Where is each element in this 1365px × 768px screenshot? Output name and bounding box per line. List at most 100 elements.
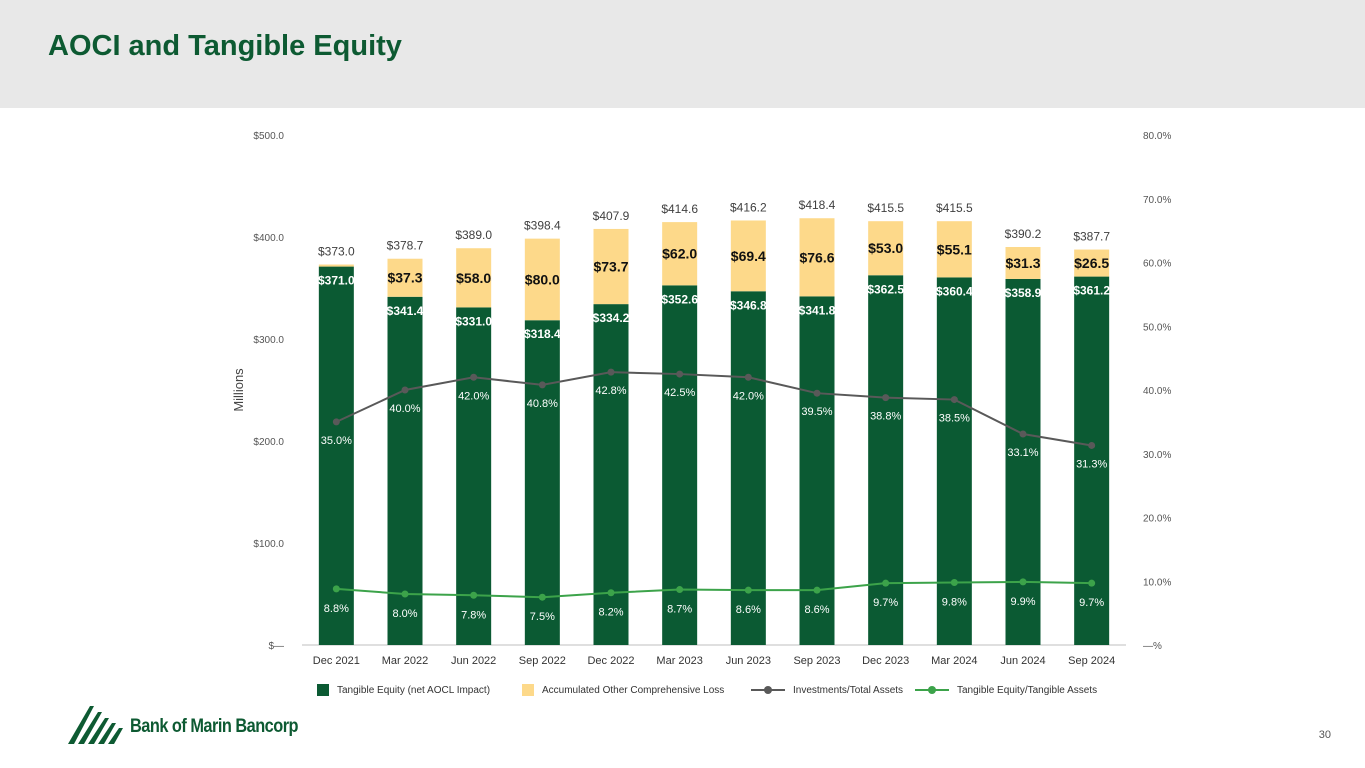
investments-point xyxy=(813,389,821,397)
y2-axis-tick-label: 20.0% xyxy=(1143,514,1171,525)
te-ratio-point xyxy=(607,589,615,597)
legend-item-aocl: Accumulated Other Comprehensive Loss xyxy=(522,684,724,696)
aocl-label: $69.4 xyxy=(731,248,766,264)
total-label: $373.0 xyxy=(318,245,355,259)
tangible-equity-label: $341.4 xyxy=(387,304,424,318)
te-ratio-point xyxy=(950,579,958,587)
total-label: $416.2 xyxy=(730,200,767,214)
aocl-label: $58.0 xyxy=(456,270,491,286)
legend-swatch-aocl xyxy=(522,684,534,696)
tangible-equity-label: $371.0 xyxy=(318,274,355,288)
total-label: $415.5 xyxy=(867,201,904,215)
tangible-equity-label: $360.4 xyxy=(936,284,973,298)
bank-logo-text: Bank of Marin Bancorp xyxy=(130,716,299,737)
total-label: $418.4 xyxy=(799,198,836,212)
aocl-label: $80.0 xyxy=(525,271,560,287)
aocl-label: $26.5 xyxy=(1074,255,1109,271)
x-axis-tick-label: Mar 2024 xyxy=(931,655,977,667)
legend-item-tangible-equity: Tangible Equity (net AOCL Impact) xyxy=(317,684,490,696)
investments-data-label: 33.1% xyxy=(1007,447,1038,459)
legend-item-te-ratio: Tangible Equity/Tangible Assets xyxy=(915,684,1097,696)
bar-aocl xyxy=(593,228,629,305)
te-ratio-data-label: 8.6% xyxy=(804,604,829,616)
te-ratio-data-label: 9.8% xyxy=(942,597,967,609)
te-ratio-data-label: 7.5% xyxy=(530,611,555,623)
aocl-label: $53.0 xyxy=(868,240,903,256)
te-ratio-line xyxy=(336,580,1092,599)
y-axis-tick-label: $500.0 xyxy=(253,131,284,142)
x-axis-tick-label: Dec 2022 xyxy=(587,655,634,667)
bar-aocl xyxy=(662,222,698,286)
legend-label-aocl: Accumulated Other Comprehensive Loss xyxy=(542,684,725,696)
investments-data-label: 31.3% xyxy=(1076,458,1107,470)
tangible-equity-label: $352.6 xyxy=(661,292,698,306)
te-ratio-data-label: 8.8% xyxy=(324,603,349,615)
investments-point xyxy=(744,373,752,381)
tangible-equity-label: $362.5 xyxy=(867,282,904,296)
tangible-equity-label: $331.0 xyxy=(455,314,492,328)
investments-point xyxy=(676,370,684,378)
investments-data-label: 40.8% xyxy=(527,398,558,410)
x-axis-tick-label: Sep 2022 xyxy=(519,655,566,667)
x-axis-tick-label: Dec 2021 xyxy=(313,655,360,667)
x-axis-tick-label: Sep 2023 xyxy=(793,655,840,667)
y-axis-tick-label: $400.0 xyxy=(253,233,284,244)
investments-point xyxy=(1088,441,1096,449)
te-ratio-point xyxy=(1088,579,1096,587)
legend-label-te-ratio: Tangible Equity/Tangible Assets xyxy=(957,684,1098,696)
investments-point xyxy=(882,394,890,402)
aocl-label: $73.7 xyxy=(593,259,628,275)
x-axis-tick-label: Dec 2023 xyxy=(862,655,909,667)
investments-line xyxy=(335,371,1092,447)
te-ratio-data-label: 8.6% xyxy=(736,604,761,616)
tangible-equity-label: $358.9 xyxy=(1005,286,1042,300)
y2-axis-tick-label: 80.0% xyxy=(1143,131,1171,142)
bar-aocl xyxy=(868,221,904,276)
legend-swatch-te-ratio xyxy=(915,684,949,696)
te-ratio-data-label: 9.7% xyxy=(873,597,898,609)
te-ratio-point xyxy=(813,586,821,594)
bar-tangible-equity xyxy=(318,266,354,645)
y2-axis-tick-label: 40.0% xyxy=(1143,386,1171,397)
investments-data-label: 42.0% xyxy=(733,390,764,402)
aocl-label: $76.6 xyxy=(799,249,834,265)
aocl-label: $62.0 xyxy=(662,246,697,262)
y2-axis-tick-label: 60.0% xyxy=(1143,259,1171,270)
legend-swatch-tangible-equity xyxy=(317,684,329,696)
y2-axis-tick-label: 50.0% xyxy=(1143,322,1171,333)
bank-logo: Bank of Marin Bancorp xyxy=(68,704,308,746)
y2-axis-tick-label: 70.0% xyxy=(1143,195,1171,206)
bank-logo-mark-icon xyxy=(68,706,123,744)
total-label: $389.0 xyxy=(455,228,492,242)
te-ratio-point xyxy=(882,579,890,587)
total-label: $387.7 xyxy=(1073,230,1110,244)
bar-aocl xyxy=(387,258,423,297)
investments-data-label: 38.8% xyxy=(870,411,901,423)
header-band: AOCI and Tangible Equity xyxy=(0,0,1365,108)
bar-aocl xyxy=(799,218,835,297)
x-axis-tick-label: Mar 2022 xyxy=(382,655,428,667)
total-label: $378.7 xyxy=(387,239,424,253)
te-ratio-data-label: 9.9% xyxy=(1010,596,1035,608)
te-ratio-point xyxy=(1019,578,1027,586)
investments-point xyxy=(538,381,546,389)
investments-point xyxy=(1019,430,1027,438)
y2-axis-tick-label: 30.0% xyxy=(1143,450,1171,461)
te-ratio-data-label: 8.7% xyxy=(667,604,692,616)
legend-item-investments: Investments/Total Assets xyxy=(751,684,903,696)
te-ratio-point xyxy=(401,590,409,598)
investments-point xyxy=(950,396,958,404)
bar-aocl xyxy=(730,220,766,292)
total-label: $414.6 xyxy=(661,202,698,216)
aocl-label: $37.3 xyxy=(387,270,422,286)
investments-point xyxy=(332,418,340,426)
investments-point xyxy=(607,368,615,376)
investments-data-label: 40.0% xyxy=(389,403,420,415)
y-axis-tick-label: $100.0 xyxy=(253,539,284,550)
x-axis-tick-label: Jun 2022 xyxy=(451,655,496,667)
total-label: $415.5 xyxy=(936,201,973,215)
y2-axis-tick-label: —% xyxy=(1143,641,1162,652)
investments-data-label: 42.0% xyxy=(458,390,489,402)
bar-aocl xyxy=(318,264,354,267)
